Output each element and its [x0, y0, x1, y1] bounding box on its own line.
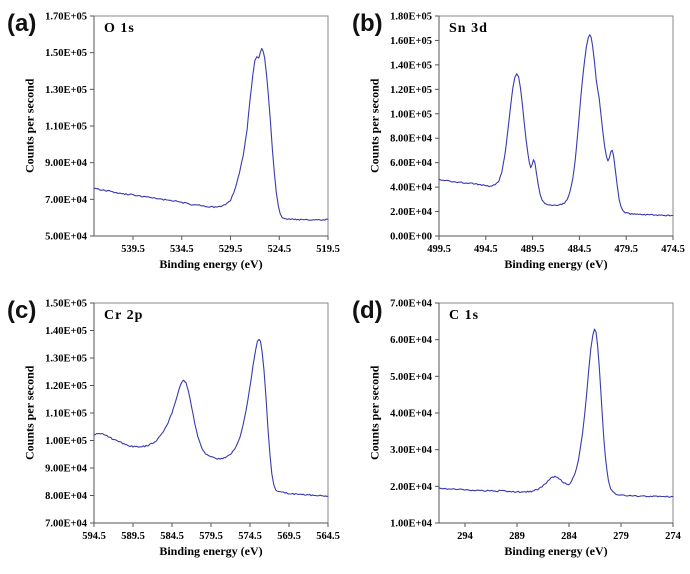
- x-tick-label: 584.5: [160, 531, 184, 542]
- y-tick-label: 1.20E+05: [45, 381, 87, 392]
- x-tick-label: 564.5: [316, 531, 340, 542]
- y-tick-label: 1.40E+05: [45, 326, 87, 337]
- x-tick-label: 494.5: [474, 244, 498, 255]
- y-axis-label: Counts per second: [367, 365, 382, 461]
- y-tick-label: 5.00E+04: [45, 232, 88, 243]
- inset-title-c1s: C 1s: [449, 308, 480, 323]
- x-tick-label: 274: [665, 531, 682, 542]
- panel-letter-a: (a): [7, 10, 37, 37]
- x-tick-label: 594.5: [82, 531, 106, 542]
- plot-frame: [438, 15, 674, 237]
- plot-frame: [93, 302, 329, 524]
- y-tick-label: 6.00E+04: [390, 158, 433, 169]
- y-tick-label: 1.50E+05: [45, 48, 87, 59]
- xps-panel-d: 7.00E+04 6.00E+04 5.00E+04 4.00E+04 3.00E+04…: [345, 287, 690, 574]
- x-tick-label: 529.5: [219, 244, 243, 255]
- x-tick-label: 524.5: [267, 244, 291, 255]
- y-tick-label: 7.00E+04: [45, 519, 88, 530]
- y-tick-label: 7.00E+04: [390, 299, 433, 310]
- x-tick-label: 489.5: [521, 244, 545, 255]
- y-tick-label: 7.00E+04: [45, 195, 88, 206]
- y-tick-label: 1.30E+05: [45, 354, 87, 365]
- plot-frame: [93, 15, 329, 237]
- x-tick-label: 519.5: [316, 244, 340, 255]
- spectrum-plot-c1s: 7.00E+04 6.00E+04 5.00E+04 4.00E+04 3.00E+04…: [390, 299, 682, 543]
- y-tick-label: 3.00E+04: [390, 445, 433, 456]
- plot-frame: [438, 302, 674, 524]
- y-tick-label: 5.00E+04: [390, 372, 433, 383]
- x-tick-label: 539.5: [121, 244, 145, 255]
- y-tick-label: 1.50E+05: [45, 299, 87, 310]
- y-tick-label: 4.00E+04: [390, 409, 433, 420]
- y-tick-label: 2.00E+04: [390, 482, 433, 493]
- x-axis-label: Binding energy (eV): [504, 257, 608, 271]
- y-tick-label: 1.80E+05: [390, 12, 432, 23]
- spectrum-line: [93, 47, 329, 222]
- x-tick-label: 484.5: [568, 244, 592, 255]
- y-tick-label: 1.30E+05: [45, 85, 87, 96]
- x-axis-label: Binding energy (eV): [504, 544, 608, 558]
- x-axis-label: Binding energy (eV): [159, 544, 263, 558]
- x-tick-label: 479.5: [614, 244, 638, 255]
- x-tick-label: 289: [509, 531, 525, 542]
- y-tick-label: 0.00E+00: [390, 232, 432, 243]
- spectrum-line: [93, 338, 329, 498]
- y-tick-label: 1.10E+05: [45, 122, 87, 133]
- y-tick-label: 1.40E+05: [390, 60, 432, 71]
- inset-title-sn3d: Sn 3d: [449, 21, 488, 36]
- x-tick-label: 579.5: [199, 531, 223, 542]
- y-tick-label: 8.00E+04: [390, 134, 433, 145]
- x-tick-label: 574.5: [238, 531, 262, 542]
- y-tick-label: 2.00E+04: [390, 207, 433, 218]
- x-tick-label: 534.5: [170, 244, 194, 255]
- y-tick-label: 9.00E+04: [45, 158, 88, 169]
- y-tick-label: 1.00E+04: [390, 519, 433, 530]
- x-axis-label: Binding energy (eV): [159, 257, 263, 271]
- x-tick-label: 589.5: [121, 531, 145, 542]
- y-tick-label: 1.00E+05: [45, 436, 87, 447]
- x-tick-label: 499.5: [427, 244, 451, 255]
- y-tick-label: 1.10E+05: [45, 409, 87, 420]
- y-tick-label: 1.70E+05: [45, 12, 87, 23]
- y-tick-label: 1.00E+05: [390, 109, 432, 120]
- y-tick-label: 1.60E+05: [390, 36, 432, 47]
- xps-panel-b: 1.80E+05 1.60E+05 1.40E+05 1.20E+05 1.00E+05…: [345, 0, 690, 287]
- spectrum-plot-cr2p: 1.50E+05 1.40E+05 1.30E+05 1.20E+05 1.10E+05…: [45, 299, 340, 543]
- y-tick-label: 1.20E+05: [390, 85, 432, 96]
- spectrum-plot-sn3d: 1.80E+05 1.60E+05 1.40E+05 1.20E+05 1.00E+05…: [390, 12, 685, 256]
- spectrum-line: [438, 328, 674, 498]
- y-tick-label: 8.00E+04: [45, 491, 88, 502]
- x-tick-label: 474.5: [661, 244, 685, 255]
- panel-letter-c: (c): [7, 297, 37, 324]
- y-axis-label: Counts per second: [22, 365, 37, 461]
- xps-panel-a: 1.70E+05 1.50E+05 1.30E+05 1.10E+05 9.00E+04…: [0, 0, 345, 287]
- y-tick-label: 9.00E+04: [45, 464, 88, 475]
- panel-letter-b: (b): [352, 10, 383, 37]
- x-tick-label: 279: [613, 531, 629, 542]
- x-tick-label: 294: [457, 531, 474, 542]
- y-axis-label: Counts per second: [367, 78, 382, 174]
- x-tick-label: 569.5: [277, 531, 301, 542]
- spectrum-plot-o1s: 1.70E+05 1.50E+05 1.30E+05 1.10E+05 9.00E+04…: [45, 12, 340, 256]
- spectrum-line: [438, 34, 674, 217]
- y-tick-label: 6.00E+04: [390, 335, 433, 346]
- y-axis-label: Counts per second: [22, 78, 37, 174]
- inset-title-o1s: O 1s: [104, 21, 135, 36]
- panel-letter-d: (d): [352, 297, 383, 324]
- inset-title-cr2p: Cr 2p: [104, 308, 144, 323]
- y-tick-label: 4.00E+04: [390, 183, 433, 194]
- xps-panel-c: 1.50E+05 1.40E+05 1.30E+05 1.20E+05 1.10E+05…: [0, 287, 345, 574]
- x-tick-label: 284: [561, 531, 578, 542]
